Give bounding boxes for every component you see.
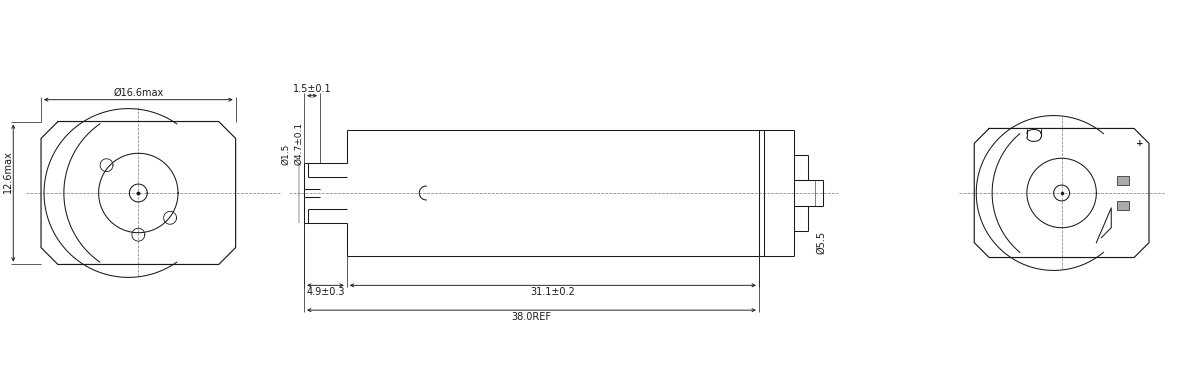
- Polygon shape: [1118, 176, 1130, 185]
- Text: +: +: [1137, 139, 1144, 148]
- Text: 4.9±0.3: 4.9±0.3: [306, 287, 345, 297]
- Text: 12.6max: 12.6max: [4, 150, 13, 193]
- Text: Ø4.7±0.1: Ø4.7±0.1: [295, 122, 303, 165]
- Polygon shape: [1118, 201, 1130, 210]
- Text: Ø1.5: Ø1.5: [282, 144, 291, 165]
- Text: 1.5±0.1: 1.5±0.1: [293, 84, 332, 94]
- Text: 38.0REF: 38.0REF: [511, 312, 552, 322]
- Text: Ø16.6max: Ø16.6max: [113, 88, 164, 98]
- Text: 31.1±0.2: 31.1±0.2: [530, 287, 576, 297]
- Text: Ø5.5: Ø5.5: [817, 231, 826, 254]
